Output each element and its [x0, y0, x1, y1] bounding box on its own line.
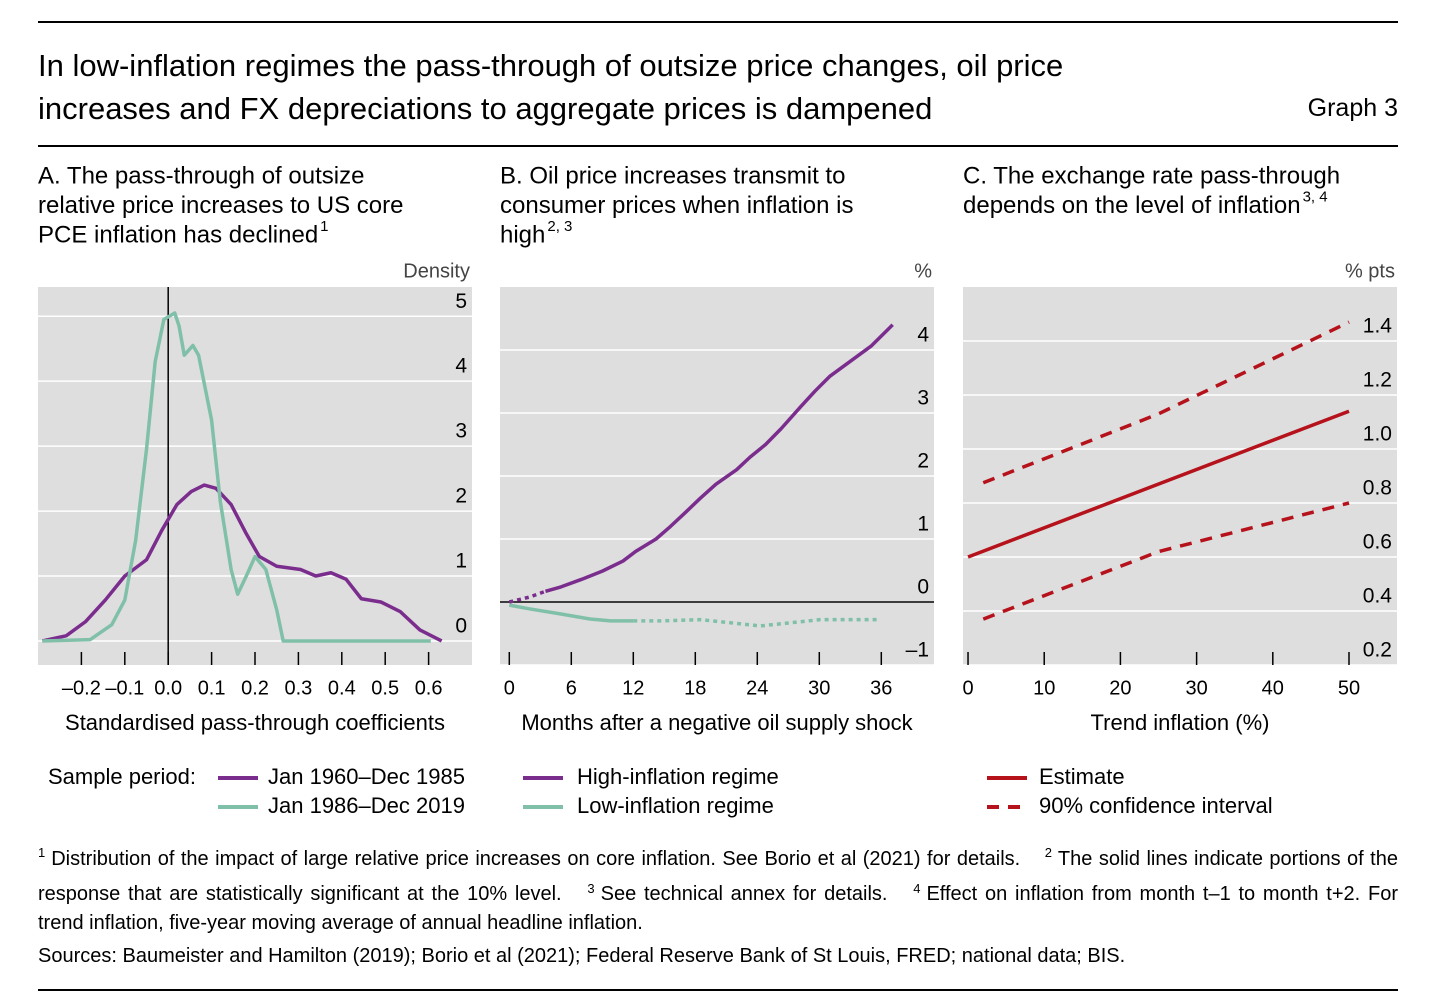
series-line [42, 311, 431, 643]
top-rule [38, 21, 1398, 23]
x-axis-label: Months after a negative oil supply shock [521, 710, 913, 735]
series-line [633, 617, 881, 628]
panel-title: PCE inflation has declined 1 [38, 218, 329, 248]
footnote: 3 See technical annex for details. [587, 880, 888, 906]
y-unit-label: % [914, 260, 932, 282]
y-tick-label: 2 [455, 485, 467, 508]
title-rule [38, 145, 1398, 147]
y-tick-label: 2 [917, 450, 929, 473]
x-tick-label: 30 [808, 677, 830, 699]
x-tick-label: 50 [1338, 677, 1360, 699]
y-tick-label: 1 [917, 513, 929, 536]
title-note: 2, 3 [547, 218, 572, 235]
x-tick-label: 36 [870, 677, 892, 699]
x-tick-label: 0.5 [371, 677, 399, 699]
panel-title: depends on the level of inflation 3, 4 [963, 188, 1328, 218]
title-line: In low-inflation regimes the pass-throug… [38, 48, 1064, 83]
legend-entry: Estimate [1039, 764, 1125, 789]
footnote-mark: 1 [38, 845, 46, 860]
y-tick-label: 0 [917, 576, 929, 599]
x-tick-label: 12 [622, 677, 644, 699]
x-tick-label: 6 [566, 677, 577, 699]
footnote: 1 Distribution of the impact of large rel… [38, 845, 1021, 870]
y-tick-label: 4 [455, 355, 467, 378]
series-line [41, 483, 443, 643]
x-tick-label: 0.6 [415, 677, 443, 699]
y-tick-label: 0 [455, 615, 467, 638]
legend-entry: Jan 1986–Dec 2019 [268, 793, 465, 818]
y-tick-label: 3 [917, 387, 929, 410]
y-tick-label: 1.4 [1363, 315, 1393, 338]
x-tick-label: –0.2 [62, 677, 101, 699]
series-line [508, 603, 634, 623]
y-tick-label: –1 [906, 639, 929, 662]
x-tick-label: 0 [504, 677, 515, 699]
graph-label: Graph 3 [1307, 94, 1398, 122]
footnote-text: Distribution of the impact of large rela… [51, 847, 1021, 870]
y-unit-label: % pts [1345, 260, 1395, 282]
x-tick-label: 0 [962, 677, 973, 699]
y-tick-label: 1.2 [1363, 369, 1392, 392]
y-tick-label: 0.4 [1363, 585, 1393, 608]
footnote-mark: 4 [913, 880, 921, 896]
footnote-text: The solid lines indicate portions of the… [38, 847, 1398, 906]
x-axis-label: Standardised pass-through coefficients [65, 710, 445, 735]
panel-title: A. The pass-through of outsize [38, 162, 364, 189]
footnote: 2 The solid lines indicate portions of th… [38, 845, 1398, 906]
y-tick-label: 0.6 [1363, 531, 1392, 554]
x-tick-label: 24 [746, 677, 768, 699]
x-tick-label: 0.0 [154, 677, 182, 699]
x-tick-label: 0.1 [198, 677, 226, 699]
panel-title: consumer prices when inflation is [500, 192, 854, 219]
y-tick-label: 5 [455, 290, 467, 313]
footnote-text: See technical annex for details. [600, 883, 888, 906]
y-tick-label: 4 [917, 324, 929, 347]
panel-title: B. Oil price increases transmit to [500, 162, 845, 189]
title-note: 1 [320, 218, 328, 235]
x-tick-label: 0.4 [328, 677, 356, 699]
x-tick-label: 10 [1033, 677, 1055, 699]
title-note: 3, 4 [1303, 188, 1328, 205]
legend-entry: 90% confidence interval [1039, 793, 1273, 818]
series-line [544, 323, 894, 593]
charts: A. The pass-through of outsize relative p… [38, 162, 1397, 818]
legend-entry: Jan 1960–Dec 1985 [268, 764, 465, 789]
footnote-mark: 2 [1044, 845, 1052, 860]
x-tick-label: –0.1 [105, 677, 144, 699]
sources: Sources: Baumeister and Hamilton (2019);… [38, 945, 1126, 967]
panel-title: relative price increases to US core [38, 192, 403, 219]
legend-entry: Low-inflation regime [577, 793, 774, 818]
legend-label: Sample period: [48, 764, 196, 789]
series-line [508, 589, 547, 604]
series-line [982, 501, 1350, 621]
y-tick-label: 1 [455, 550, 467, 573]
x-tick-label: 40 [1262, 677, 1284, 699]
y-tick-label: 0.2 [1363, 639, 1392, 662]
footnote-text: Effect on inflation from month t–1 to mo… [38, 883, 1398, 935]
y-tick-label: 0.8 [1363, 477, 1392, 500]
y-tick-label: 1.0 [1363, 423, 1392, 446]
x-tick-label: 30 [1185, 677, 1207, 699]
legend-entry: High-inflation regime [577, 764, 779, 789]
footnotes: 1 Distribution of the impact of large rel… [38, 838, 1398, 938]
series-line [967, 409, 1350, 559]
panel-title: high 2, 3 [500, 218, 572, 248]
x-tick-label: 0.2 [241, 677, 269, 699]
bottom-rule [38, 989, 1398, 991]
footnote-mark: 3 [587, 880, 595, 896]
y-tick-label: 3 [455, 420, 467, 443]
x-tick-label: 0.3 [284, 677, 312, 699]
x-tick-label: 18 [684, 677, 706, 699]
title-line: increases and FX depreciations to aggreg… [38, 91, 933, 126]
page-title: In low-inflation regimes the pass-throug… [38, 44, 1063, 130]
panel-title: C. The exchange rate pass-through [963, 162, 1340, 189]
x-tick-label: 20 [1109, 677, 1131, 699]
x-axis-label: Trend inflation (%) [1091, 710, 1270, 735]
plot-area [38, 287, 472, 665]
footnote: 4 Effect on inflation from month t–1 to m… [38, 880, 1398, 935]
y-unit-label: Density [403, 260, 470, 282]
